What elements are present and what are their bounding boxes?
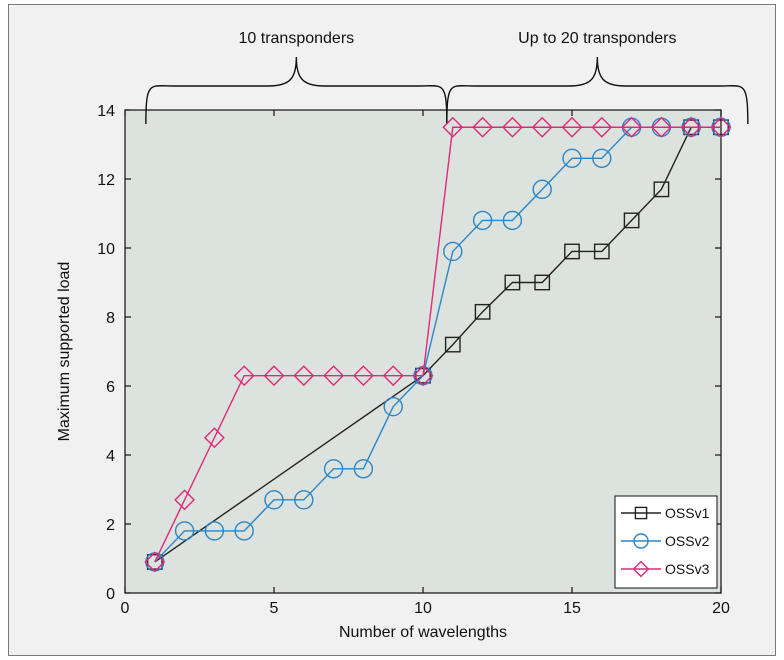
data-point-ossv2 xyxy=(502,210,523,231)
y-tick-label: 12 xyxy=(97,172,115,189)
data-point-ossv3 xyxy=(293,365,315,387)
x-tick-label: 0 xyxy=(121,600,130,617)
chart-figure: 0 5 10 15 20 0 2 4 6 8 10 12 14 10 transponders Up to… xyxy=(8,4,776,656)
legend-marker-ossv1 xyxy=(634,506,648,520)
y-tick-label: 4 xyxy=(106,448,115,465)
data-point-ossv3 xyxy=(323,365,345,387)
data-point-ossv2 xyxy=(323,459,344,479)
series-line-ossv1 xyxy=(154,126,721,563)
x-axis-label: Number of wavelengths xyxy=(339,624,507,641)
data-point-ossv3 xyxy=(352,365,374,387)
x-tick-label: 10 xyxy=(414,600,432,617)
data-point-ossv1 xyxy=(146,554,163,570)
legend-label-ossv1: OSSv1 xyxy=(665,505,710,521)
data-point-ossv1 xyxy=(474,303,491,320)
data-point-ossv1 xyxy=(564,243,580,260)
legend: OSSv1 OSSv2 OSSv3 xyxy=(614,495,718,589)
legend-label-ossv3: OSSv3 xyxy=(665,561,710,577)
legend-marker-ossv3 xyxy=(632,560,650,578)
data-point-ossv1 xyxy=(534,274,551,291)
data-point-ossv3 xyxy=(442,116,464,138)
data-point-ossv3 xyxy=(680,116,702,138)
brace-label-2: Up to 20 transponders xyxy=(518,30,676,47)
data-point-ossv2 xyxy=(353,459,374,479)
brace-2 xyxy=(446,56,749,125)
annotation-braces: 10 transponders Up to 20 transponders xyxy=(145,30,749,125)
y-tick-label: 2 xyxy=(106,517,115,534)
data-point-ossv3 xyxy=(233,365,255,387)
data-point-ossv3 xyxy=(710,116,732,138)
data-point-ossv2 xyxy=(383,397,403,417)
y-tick-label: 6 xyxy=(106,379,115,396)
data-point-ossv3 xyxy=(650,116,672,138)
data-point-ossv3 xyxy=(591,116,613,138)
data-point-ossv1 xyxy=(444,336,461,353)
x-tick-label: 5 xyxy=(270,600,279,617)
data-point-ossv2 xyxy=(294,490,314,510)
data-point-ossv3 xyxy=(203,427,225,449)
x-tick-label: 20 xyxy=(712,600,730,617)
legend-label-ossv2: OSSv2 xyxy=(665,533,710,549)
brace-label-1: 10 transponders xyxy=(239,30,355,47)
data-point-ossv3 xyxy=(412,365,434,387)
data-point-ossv2 xyxy=(174,521,195,541)
data-point-ossv3 xyxy=(263,365,285,387)
y-tick-label: 0 xyxy=(106,586,115,603)
data-point-ossv3 xyxy=(472,116,494,138)
data-point-ossv3 xyxy=(144,551,166,573)
data-point-ossv2 xyxy=(234,521,254,541)
data-point-ossv1 xyxy=(504,274,521,291)
data-point-ossv2 xyxy=(592,148,612,169)
data-point-ossv3 xyxy=(561,116,583,138)
data-point-ossv2 xyxy=(532,179,552,200)
brace-1 xyxy=(145,56,448,125)
data-point-ossv3 xyxy=(621,116,643,138)
data-point-ossv3 xyxy=(531,116,553,138)
series-layer xyxy=(144,116,732,573)
data-point-ossv3 xyxy=(501,116,523,138)
data-point-ossv3 xyxy=(382,365,404,387)
data-point-ossv2 xyxy=(562,148,582,169)
data-point-ossv1 xyxy=(593,243,610,260)
x-tick-label: 15 xyxy=(563,600,581,617)
line-chart: 0 5 10 15 20 0 2 4 6 8 10 12 14 10 transponders Up to… xyxy=(56,30,749,641)
legend-marker-ossv2 xyxy=(633,533,649,549)
series-line-ossv3 xyxy=(154,126,721,563)
data-point-ossv2 xyxy=(264,490,284,510)
data-point-ossv1 xyxy=(623,212,640,229)
data-point-ossv2 xyxy=(204,521,225,541)
y-tick-label: 14 xyxy=(97,103,115,120)
data-point-ossv3 xyxy=(174,489,196,511)
series-ossv3 xyxy=(144,116,732,573)
y-axis-label: Maximum supported load xyxy=(56,262,73,442)
data-point-ossv2 xyxy=(443,241,463,262)
y-tick-label: 10 xyxy=(97,241,115,258)
y-tick-label: 8 xyxy=(106,310,115,327)
legend-box xyxy=(614,495,718,589)
data-point-ossv1 xyxy=(653,181,670,198)
data-point-ossv2 xyxy=(472,210,493,231)
axes-layer: 0 5 10 15 20 0 2 4 6 8 10 12 14 xyxy=(97,103,730,617)
